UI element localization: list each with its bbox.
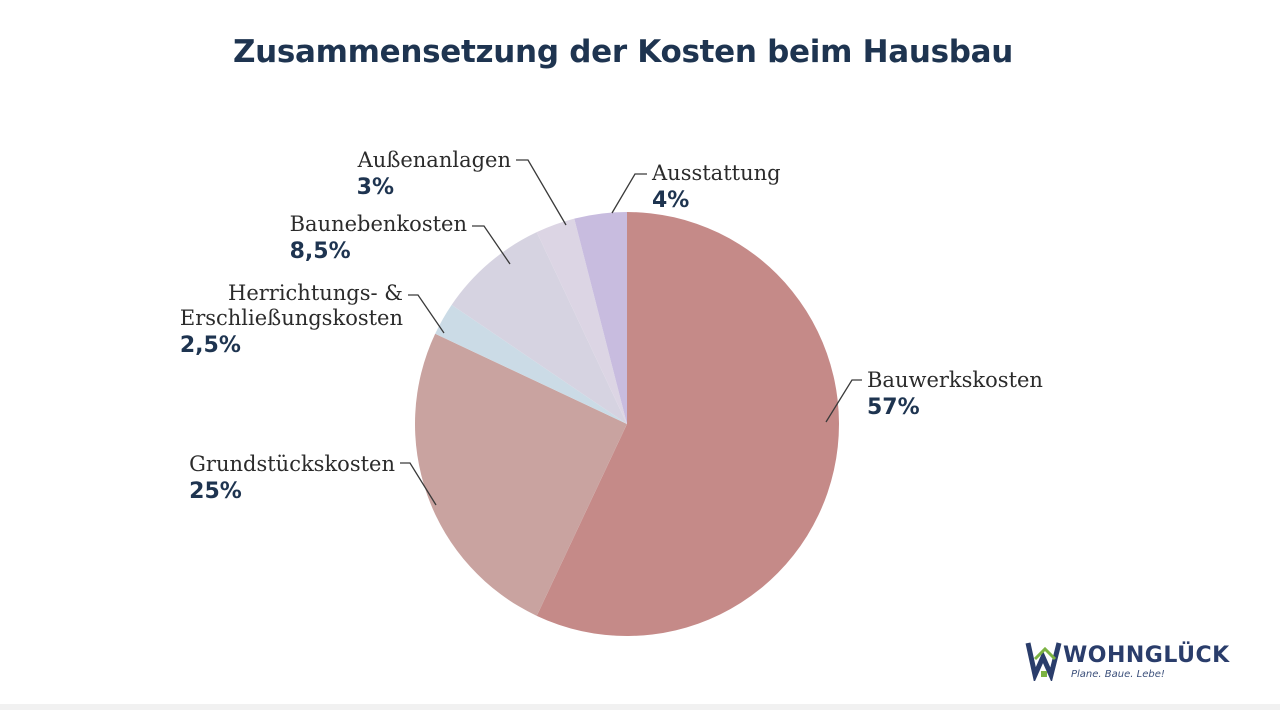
pie-slice-2: [435, 304, 627, 424]
leader-line-2: [408, 294, 445, 334]
pie-slice-5: [574, 212, 627, 424]
bottom-divider: [0, 704, 1280, 710]
slice-label-2: Erschließungskosten: [180, 306, 403, 330]
slice-label-0: Bauwerkskosten: [867, 368, 1043, 392]
slice-value-5: 4%: [652, 188, 689, 213]
slice-value-1: 25%: [189, 479, 242, 504]
slice-labels: Bauwerkskosten 57% Grundstückskosten 25% Her…: [180, 148, 1043, 504]
brand-logo: WOHNGLÜCK Plane. Baue. Lebe!: [1025, 637, 1229, 685]
slice-label-2: Herrichtungs- &: [228, 281, 403, 305]
slice-value-0: 57%: [867, 395, 920, 420]
logo-tagline: Plane. Baue. Lebe!: [1071, 669, 1165, 680]
slice-label-3: Baunebenkosten: [290, 212, 467, 236]
leader-line-1: [400, 462, 437, 506]
slice-value-2: 2,5%: [180, 333, 241, 358]
slice-label-4: Außenanlagen: [357, 148, 511, 172]
slice-label-1: Grundstückskosten: [189, 452, 395, 476]
pie-slice-3: [451, 232, 627, 424]
chart-title: Zusammensetzung der Kosten beim Hausbau: [232, 34, 1014, 70]
leader-line-3: [472, 225, 511, 265]
pie-slices: [414, 212, 840, 637]
leader-lines: [400, 159, 862, 506]
pie-slice-0: [536, 212, 840, 637]
leader-line-5: [611, 173, 647, 214]
slice-value-3: 8,5%: [290, 239, 351, 264]
house-w-icon: [1025, 642, 1062, 681]
pie-slice-4: [536, 218, 627, 424]
slice-value-4: 3%: [357, 175, 394, 200]
pie-slice-1: [414, 333, 627, 616]
slice-label-5: Ausstattung: [651, 161, 781, 185]
leader-line-4: [516, 159, 567, 226]
leader-line-0: [825, 379, 862, 423]
logo-wordmark: WOHNGLÜCK: [1063, 643, 1230, 668]
